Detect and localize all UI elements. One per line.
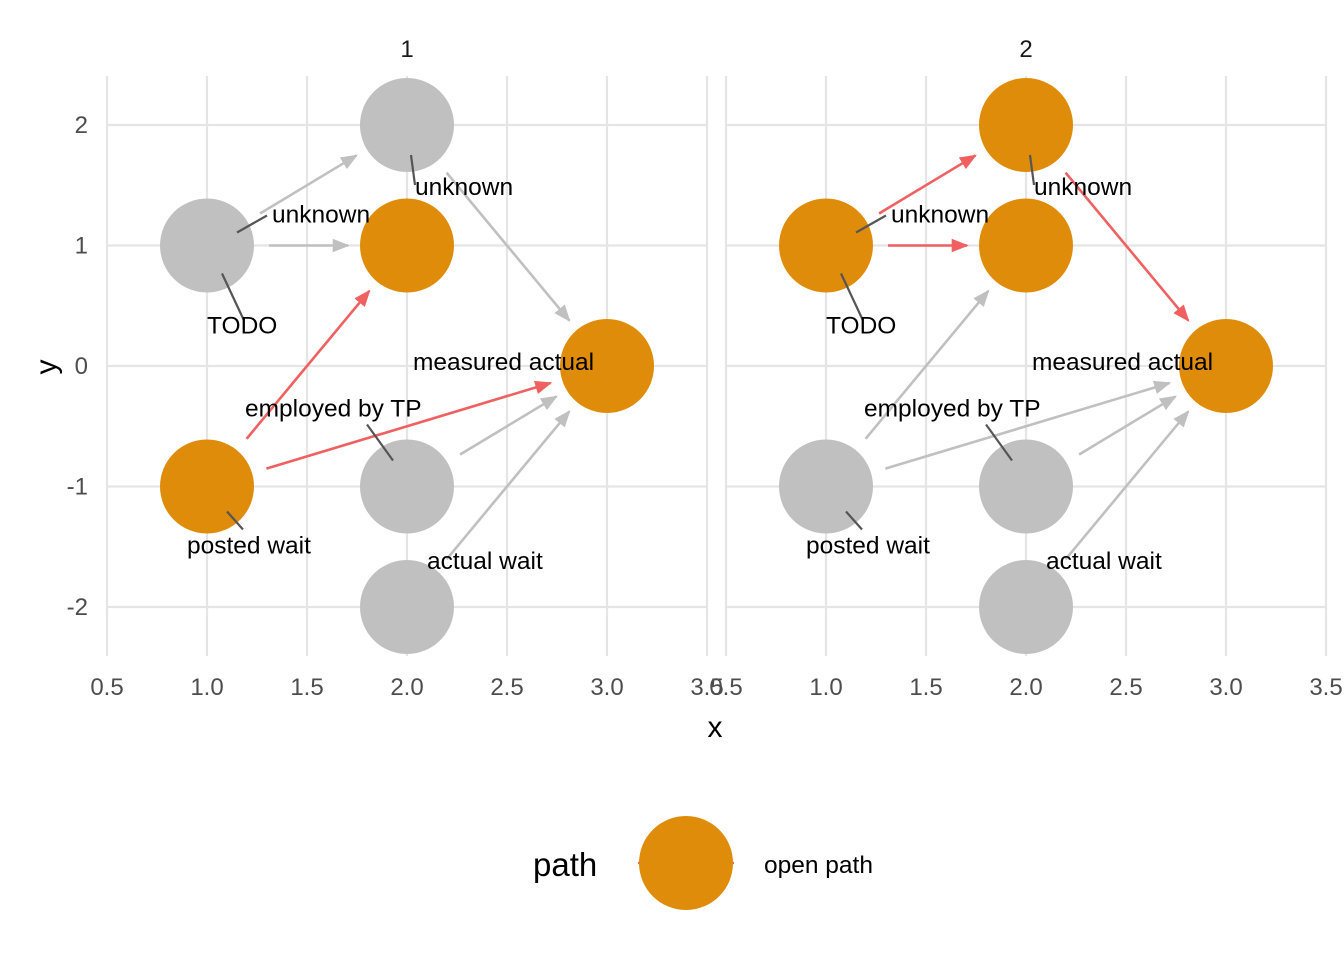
y-tick-label: 1 [75, 233, 88, 260]
x-tick-label: 3.0 [590, 674, 623, 701]
node-label-posted_wait: posted wait [187, 533, 311, 560]
x-tick-label: 1.0 [809, 674, 842, 701]
edge-actual_wait-to-measured_actual [1064, 410, 1190, 561]
x-tick-label: 1.5 [909, 674, 942, 701]
x-tick-label: 3.0 [1209, 674, 1242, 701]
legend-title: path [533, 846, 597, 883]
node-label-actual_wait: actual wait [1046, 548, 1162, 575]
edge-todo-to-unknown_top [259, 154, 358, 215]
facet-panels: 0.5 1.0 1.5 2.0 2.5 3.0 3.5 2 1 0 -1 -2 1 TODO unknown… [67, 36, 1343, 701]
node-label-actual_wait: actual wait [427, 548, 543, 575]
y-tick-label: -1 [67, 474, 88, 501]
node-actual_wait [979, 560, 1073, 654]
x-tick-label: 0.5 [709, 674, 742, 701]
label-leader [366, 423, 394, 462]
label-leader [855, 214, 887, 234]
x-tick-label: 1.0 [190, 674, 223, 701]
node-label-unknown_mid: unknown [272, 202, 370, 229]
facet-panel-1: 0.5 1.0 1.5 2.0 2.5 3.0 3.5 2 1 0 -1 -2 1 TODO unknown… [67, 36, 724, 701]
node-unknown_mid [979, 198, 1073, 293]
node-label-unknown_top: unknown [1034, 174, 1132, 201]
node-measured_actual [560, 319, 654, 413]
facet-panel-2: 0.5 1.0 1.5 2.0 2.5 3.0 3.5 2 TODO unknown unknown… [709, 36, 1342, 701]
y-tick-label: 0 [75, 353, 88, 380]
node-label-measured_actual: measured actual [413, 349, 594, 376]
node-unknown_mid [360, 198, 454, 293]
node-posted_wait [779, 439, 873, 534]
node-todo [160, 198, 254, 293]
node-measured_actual [1179, 319, 1273, 413]
y-tick-label: 2 [75, 112, 88, 139]
edge-posted_wait-to-unknown_mid [245, 289, 371, 440]
x-tick-label: 2.0 [1009, 674, 1042, 701]
facet-title: 2 [1019, 36, 1032, 63]
edge-actual_wait-to-measured_actual [445, 410, 571, 561]
legend-key-node [639, 816, 733, 910]
y-axis-title: y [30, 360, 63, 375]
edge-posted_wait-to-unknown_mid [864, 289, 990, 440]
node-unknown_top [360, 78, 454, 172]
legend-label: open path [764, 852, 873, 879]
x-tick-label: 3.5 [690, 674, 723, 701]
node-label-todo: TODO [826, 313, 896, 340]
label-leader [1028, 154, 1036, 186]
node-label-employed_tp: employed by TP [245, 396, 422, 423]
edge-unknown_top-to-measured_actual [445, 171, 571, 322]
node-employed_tp [979, 439, 1073, 534]
edge-employed_tp-to-measured_actual [1078, 395, 1177, 456]
x-tick-label: 1.5 [290, 674, 323, 701]
x-tick-label: 0.5 [90, 674, 123, 701]
node-label-measured_actual: measured actual [1032, 349, 1213, 376]
edge-posted_wait-to-measured_actual [265, 380, 553, 470]
x-tick-label: 2.5 [1109, 674, 1142, 701]
node-label-unknown_mid: unknown [891, 202, 989, 229]
node-label-posted_wait: posted wait [806, 533, 930, 560]
label-leader [226, 510, 244, 531]
legend: path open path [533, 816, 873, 910]
node-label-unknown_top: unknown [415, 174, 513, 201]
label-leader [840, 273, 864, 321]
edge-employed_tp-to-measured_actual [459, 395, 558, 456]
y-tick-label: -2 [67, 594, 88, 621]
facet-title: 1 [400, 36, 413, 63]
node-label-employed_tp: employed by TP [864, 396, 1041, 423]
node-employed_tp [360, 439, 454, 534]
x-tick-label: 2.0 [390, 674, 423, 701]
label-leader [409, 154, 417, 186]
node-unknown_top [979, 78, 1073, 172]
label-leader [236, 214, 268, 234]
node-posted_wait [160, 439, 254, 534]
label-leader [985, 423, 1013, 462]
node-label-todo: TODO [207, 313, 277, 340]
edge-posted_wait-to-measured_actual [884, 380, 1172, 470]
x-tick-label: 2.5 [490, 674, 523, 701]
label-leader [221, 273, 245, 321]
edge-todo-to-unknown_top [878, 154, 977, 215]
node-todo [779, 198, 873, 293]
edge-unknown_top-to-measured_actual [1064, 171, 1190, 322]
label-leader [845, 510, 863, 531]
x-tick-label: 3.5 [1309, 674, 1342, 701]
x-axis-title: x [708, 711, 723, 744]
node-actual_wait [360, 560, 454, 654]
